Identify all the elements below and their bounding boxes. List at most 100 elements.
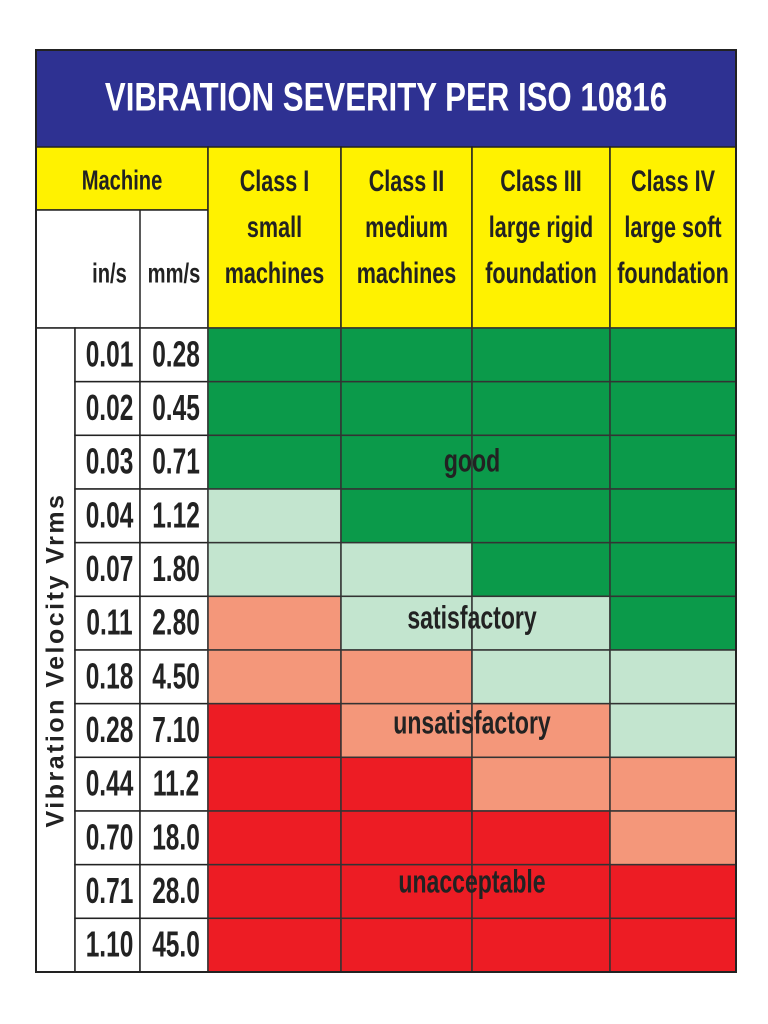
class-label-group: large soft <box>624 209 721 243</box>
zone-cell <box>340 488 473 544</box>
class-label: small <box>247 209 302 243</box>
in-value-group: 1.10 <box>86 924 134 965</box>
class-label: large soft <box>624 209 721 243</box>
mm-value: 4.50 <box>152 656 200 697</box>
in-value-group: 0.71 <box>86 870 134 911</box>
zone-cell <box>471 810 611 866</box>
in-value: 0.18 <box>86 656 134 697</box>
mm-value: 28.0 <box>152 870 200 911</box>
machine-label: Machine <box>82 165 163 196</box>
machine-label-group: Machine <box>82 165 163 196</box>
class-label: medium <box>365 209 448 243</box>
class-label: Class I <box>240 163 310 197</box>
class-label-group: Class III <box>500 163 582 197</box>
in-value: 0.11 <box>86 602 132 643</box>
mm-value-group: 45.0 <box>152 924 200 965</box>
mm-value-group: 0.45 <box>152 387 200 428</box>
in-value: 0.71 <box>86 870 134 911</box>
class-label-group: foundation <box>617 255 729 289</box>
mm-value-group: 0.28 <box>152 334 200 375</box>
mm-cell <box>139 863 209 920</box>
in-cell <box>74 380 141 437</box>
zone-cell <box>471 917 611 973</box>
class-label: machines <box>225 255 325 289</box>
mm-value-group: 11.2 <box>153 763 199 804</box>
in-cell <box>74 541 141 598</box>
zone-cell <box>609 380 737 437</box>
zone-cell <box>207 595 342 651</box>
in-value-group: 0.44 <box>86 763 134 804</box>
zone-cell <box>471 541 611 598</box>
zone-cell <box>471 649 611 705</box>
zone-cell <box>207 649 342 705</box>
zone-cell <box>471 327 611 383</box>
zone-cell <box>207 434 342 490</box>
mm-value-group: 1.12 <box>152 495 200 536</box>
class-label-group: Class IV <box>631 163 715 197</box>
zone-cell <box>340 327 473 383</box>
zone-cell <box>340 756 473 812</box>
zone-cell <box>609 327 737 383</box>
class-label: machines <box>357 255 457 289</box>
zone-cell <box>609 917 737 973</box>
mm-value-group: 0.71 <box>152 441 200 482</box>
unit-label: in/s <box>92 258 127 289</box>
in-value: 0.01 <box>86 334 134 375</box>
mm-value: 0.45 <box>152 387 200 428</box>
mm-cell <box>139 702 209 759</box>
zone-label-group: unacceptable <box>398 864 545 900</box>
in-value-group: 0.28 <box>86 709 134 750</box>
class-header <box>609 146 737 329</box>
mm-value: 45.0 <box>152 924 200 965</box>
class-label: Class IV <box>631 163 715 197</box>
zone-label-group: unsatisfactory <box>393 705 551 741</box>
zone-cell <box>207 810 342 866</box>
title-band <box>36 50 736 147</box>
mm-value: 11.2 <box>153 763 199 804</box>
mm-value: 2.80 <box>152 602 200 643</box>
zone-cell <box>471 863 611 920</box>
unit-label: mm/s <box>148 258 201 289</box>
zone-cell <box>609 434 737 490</box>
mm-cell <box>139 541 209 598</box>
mm-cell <box>139 649 209 705</box>
class-label-group: large rigid <box>489 209 593 243</box>
class-header <box>340 146 473 329</box>
zone-cell <box>207 917 342 973</box>
zone-label: unacceptable <box>398 864 545 900</box>
class-label: Class II <box>369 163 445 197</box>
outer-border <box>35 49 737 973</box>
mm-cell <box>139 380 209 437</box>
zone-cell <box>471 380 611 437</box>
in-cell <box>74 434 141 490</box>
class-label-group: medium <box>365 209 448 243</box>
mm-value: 1.12 <box>152 495 200 536</box>
zone-cell <box>207 380 342 437</box>
zone-cell <box>207 541 342 598</box>
zone-label: unsatisfactory <box>393 705 551 741</box>
zone-cell <box>609 863 737 920</box>
zone-label-group: satisfactory <box>407 600 537 636</box>
in-value: 0.70 <box>86 817 134 858</box>
in-value-group: 0.04 <box>86 495 134 536</box>
mm-value-group: 2.80 <box>152 602 200 643</box>
zone-cell <box>340 649 473 705</box>
in-value-group: 0.18 <box>86 656 134 697</box>
mm-value: 0.28 <box>152 334 200 375</box>
in-cell <box>74 863 141 920</box>
in-cell <box>74 595 141 651</box>
class-header <box>207 146 342 329</box>
class-label-group: machines <box>357 255 457 289</box>
mm-value-group: 18.0 <box>152 817 200 858</box>
zone-cell <box>471 756 611 812</box>
in-cell <box>74 649 141 705</box>
zone-cell <box>609 702 737 759</box>
in-value: 0.28 <box>86 709 134 750</box>
zone-label-group: good <box>444 443 500 479</box>
in-value-group: 0.03 <box>86 441 134 482</box>
zone-cell <box>207 863 342 920</box>
zone-cell <box>340 702 473 759</box>
zone-cell <box>207 756 342 812</box>
in-value: 0.07 <box>86 548 134 589</box>
class-label-group: Class I <box>240 163 310 197</box>
